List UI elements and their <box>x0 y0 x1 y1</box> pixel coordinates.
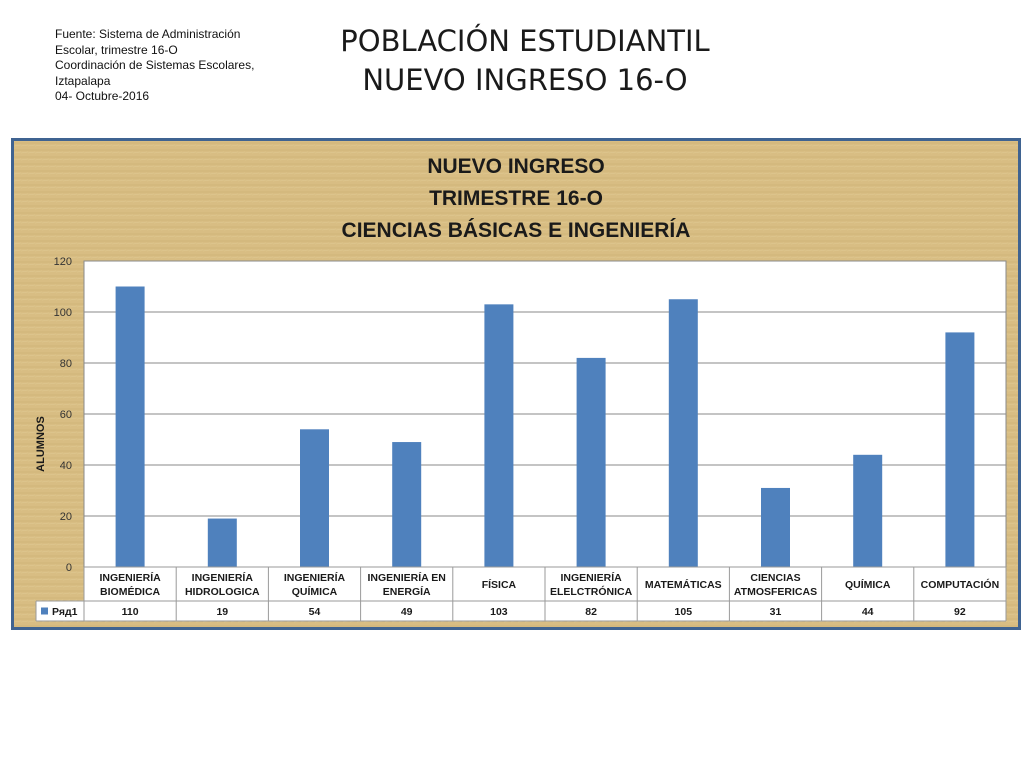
bar <box>207 518 237 567</box>
x-tick-label: INGENIERÍA <box>284 571 346 584</box>
data-label: 49 <box>401 606 413 618</box>
data-label: 44 <box>862 606 874 618</box>
chart-title-line: CIENCIAS BÁSICAS E INGENIERÍA <box>342 219 691 242</box>
legend-series-name: Ряд1 <box>52 606 78 618</box>
chart-frame: NUEVO INGRESO TRIMESTRE 16-O CIENCIAS BÁSI… <box>11 138 1021 630</box>
x-tick-label: INGENIERÍA <box>192 571 254 584</box>
data-label: 54 <box>309 606 321 618</box>
source-line: Escolar, trimestre 16-O <box>55 42 178 57</box>
x-tick-label: BIOMÉDICA <box>100 585 161 598</box>
x-tick-label: QUÍMICA <box>292 585 338 598</box>
bar <box>945 332 975 567</box>
source-note: Fuente: Sistema de Administración Escola… <box>55 27 255 105</box>
bar <box>484 304 514 567</box>
x-tick-label: HIDROLOGICA <box>185 586 260 598</box>
data-label: 110 <box>122 606 139 618</box>
x-tick-label: QUÍMICA <box>845 578 891 591</box>
source-line: Iztapalapa <box>55 73 111 88</box>
data-label: 31 <box>770 606 782 618</box>
bar <box>576 357 606 567</box>
x-tick-label: INGENIERÍA EN <box>368 571 446 584</box>
y-tick-label: 40 <box>60 460 72 472</box>
legend-key <box>41 607 48 615</box>
x-tick-label: COMPUTACIÓN <box>921 578 1000 591</box>
chart-title-line: NUEVO INGRESO <box>427 155 604 178</box>
x-tick-label: FÍSICA <box>482 578 517 591</box>
data-label: 19 <box>216 606 228 618</box>
x-tick-label: MATEMÁTICAS <box>645 578 722 591</box>
x-tick-label: ATMOSFERICAS <box>734 586 817 598</box>
x-tick-label: INGENIERÍA <box>99 571 161 584</box>
y-tick-label: 60 <box>60 409 72 421</box>
x-tick-label: ENERGÍA <box>383 585 431 598</box>
y-tick-label: 100 <box>54 307 72 319</box>
y-tick-label: 120 <box>54 256 72 268</box>
source-line: 04- Octubre-2016 <box>55 89 150 103</box>
slide-title-line: POBLACIÓN ESTUDIANTIL <box>340 24 710 58</box>
bar <box>761 487 790 567</box>
bar-chart: NUEVO INGRESO TRIMESTRE 16-O CIENCIAS BÁSI… <box>14 141 1018 627</box>
bar <box>115 286 145 567</box>
slide-title-line: NUEVO INGRESO 16-O <box>362 63 688 97</box>
chart-title-line: TRIMESTRE 16-O <box>429 187 603 210</box>
bar <box>668 299 698 567</box>
data-label: 103 <box>490 606 508 618</box>
y-tick-label: 20 <box>60 511 72 523</box>
x-tick-label: CIENCIAS <box>750 572 800 584</box>
source-line: Fuente: Sistema de Administración <box>55 27 241 41</box>
bar <box>300 429 329 567</box>
data-label: 105 <box>675 606 693 618</box>
y-tick-label: 0 <box>66 562 72 574</box>
x-tick-label: INGENIERÍA <box>560 571 622 584</box>
bar <box>392 442 422 567</box>
y-axis-label: ALUMNOS <box>35 416 47 472</box>
x-tick-label: ELELCTRÓNICA <box>550 585 633 598</box>
slide-title: POBLACIÓN ESTUDIANTIL NUEVO INGRESO 16-O <box>300 22 750 100</box>
data-label: 92 <box>954 606 966 618</box>
source-line: Coordinación de Sistemas Escolares, <box>55 58 255 72</box>
data-table-row-bg <box>36 601 1006 621</box>
bar <box>853 454 883 567</box>
y-tick-label: 80 <box>60 358 72 370</box>
data-label: 82 <box>585 606 597 618</box>
